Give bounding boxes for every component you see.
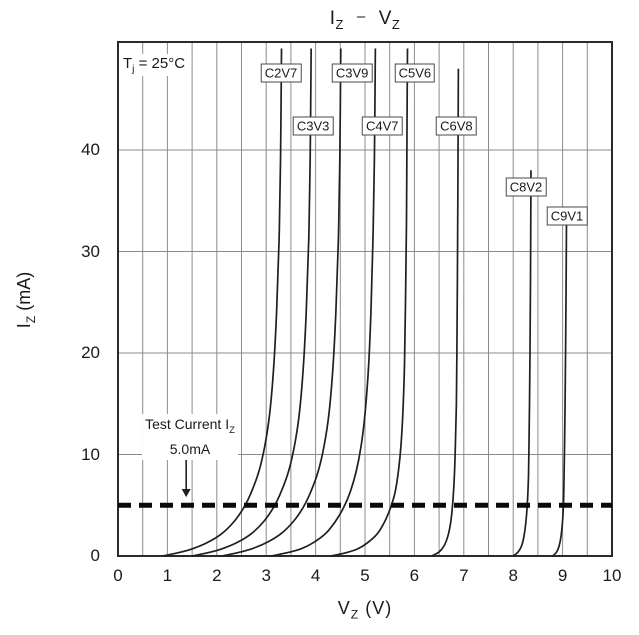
temperature-annotation: Tj = 25°C — [120, 54, 189, 76]
test-current-annotation: Test Current IZ 5.0mA — [142, 414, 238, 461]
test-current-value: 5.0mA — [169, 440, 211, 457]
test-current-sub: Z — [229, 424, 235, 436]
temp-symbol: T — [123, 55, 133, 72]
curve-C4V7 — [270, 48, 377, 557]
curve-C8V2 — [512, 170, 532, 557]
x-axis-label: VZ (V) — [338, 598, 393, 622]
title-right-base: V — [378, 8, 392, 29]
x-axis-unit: (V) — [359, 598, 393, 618]
x-axis-symbol: V — [337, 598, 351, 618]
down-arrow-icon — [181, 489, 191, 498]
title-right-sub: Z — [391, 16, 401, 32]
x-axis-symbol-sub: Z — [350, 607, 360, 622]
curve-C2V7 — [162, 48, 283, 557]
title-left-base: I — [329, 8, 336, 29]
test-current-line1: Test Current IZ — [145, 414, 235, 439]
chart-title: IZ – VZ — [330, 8, 401, 32]
curve-C3V3 — [191, 48, 313, 557]
curve-C6V8 — [431, 68, 460, 557]
title-left-sub: Z — [335, 16, 344, 32]
title-separator: – — [356, 8, 366, 25]
curve-C9V1 — [552, 210, 568, 557]
curve-C3V9 — [221, 48, 342, 557]
temp-symbol-sub: j — [132, 64, 135, 75]
plot-border — [117, 41, 613, 557]
curve-C5V6 — [330, 48, 409, 557]
temp-value: = 25°C — [134, 55, 186, 72]
test-current-text: Test Current I — [145, 416, 230, 432]
